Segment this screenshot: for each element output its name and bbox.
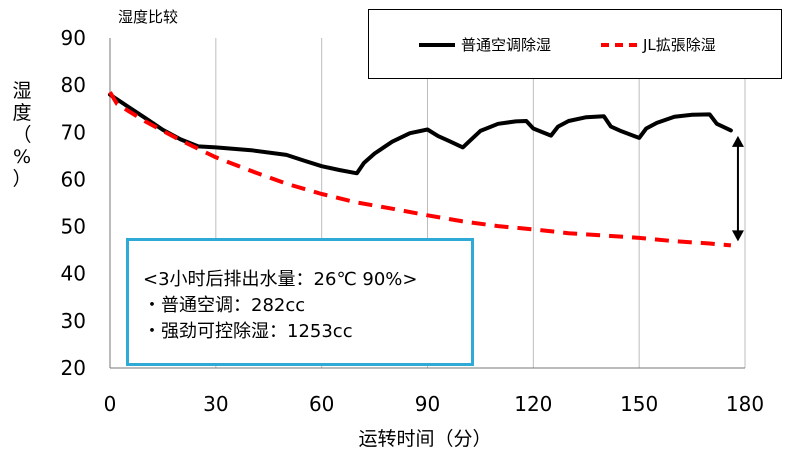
water-output-annotation-box: <3小时后排出水量：26℃ 90%> ・普通空调：282cc ・强劲可控除湿：1… (126, 238, 474, 366)
legend-swatch-dashed (601, 42, 637, 47)
series-lines (108, 91, 733, 248)
x-tick-label: 0 (104, 392, 117, 416)
axis-tick-labels: 0 30 60 90 120 150 180 20 30 40 50 60 70 80 90 (61, 26, 765, 416)
y-tick-label: 80 (61, 73, 86, 97)
y-tick-label: 40 (61, 262, 86, 286)
y-axis-label-char: % (12, 146, 32, 168)
y-axis-label: 湿 度 （ % ） (8, 80, 36, 190)
legend-item-normal: 普通空调除湿 (419, 34, 551, 55)
annotation-line-jl: ・强劲可控除湿：1253cc (143, 321, 353, 342)
y-tick-label: 70 (61, 120, 86, 144)
y-tick-label: 60 (61, 167, 86, 191)
x-tick-label: 180 (726, 392, 764, 416)
series-line-normal (108, 92, 733, 176)
x-tick-label: 150 (620, 392, 658, 416)
difference-arrow (731, 135, 744, 242)
arrow-head-up (731, 135, 744, 147)
x-axis-label: 运转时间（分） (358, 428, 492, 450)
x-tick-label: 90 (415, 392, 440, 416)
series-line-jl (108, 91, 732, 248)
y-axis-label-char: 湿 (12, 80, 32, 102)
y-tick-label: 20 (61, 356, 86, 380)
x-tick-label: 30 (203, 392, 228, 416)
y-tick-label: 50 (61, 215, 86, 239)
y-axis-label-char: 度 (12, 102, 32, 124)
y-axis-label-char: （ (12, 124, 32, 146)
x-tick-label: 120 (514, 392, 552, 416)
annotation-line-header: <3小时后排出水量：26℃ 90%> (143, 269, 418, 290)
legend-item-jl: JL拡張除湿 (601, 34, 716, 55)
y-tick-label: 30 (61, 309, 86, 333)
chart-title: 湿度比较 (118, 8, 179, 26)
annotation-line-normal: ・普通空调：282cc (143, 295, 306, 316)
y-tick-label: 90 (61, 26, 86, 50)
x-tick-label: 60 (309, 392, 334, 416)
legend: 普通空调除湿 JL拡張除湿 (368, 9, 782, 79)
arrow-head-down (731, 230, 744, 242)
legend-swatch-solid (419, 42, 455, 47)
legend-label-normal: 普通空调除湿 (461, 36, 552, 54)
legend-label-jl: JL拡張除湿 (643, 36, 716, 54)
y-axis-label-char: ） (12, 168, 32, 190)
